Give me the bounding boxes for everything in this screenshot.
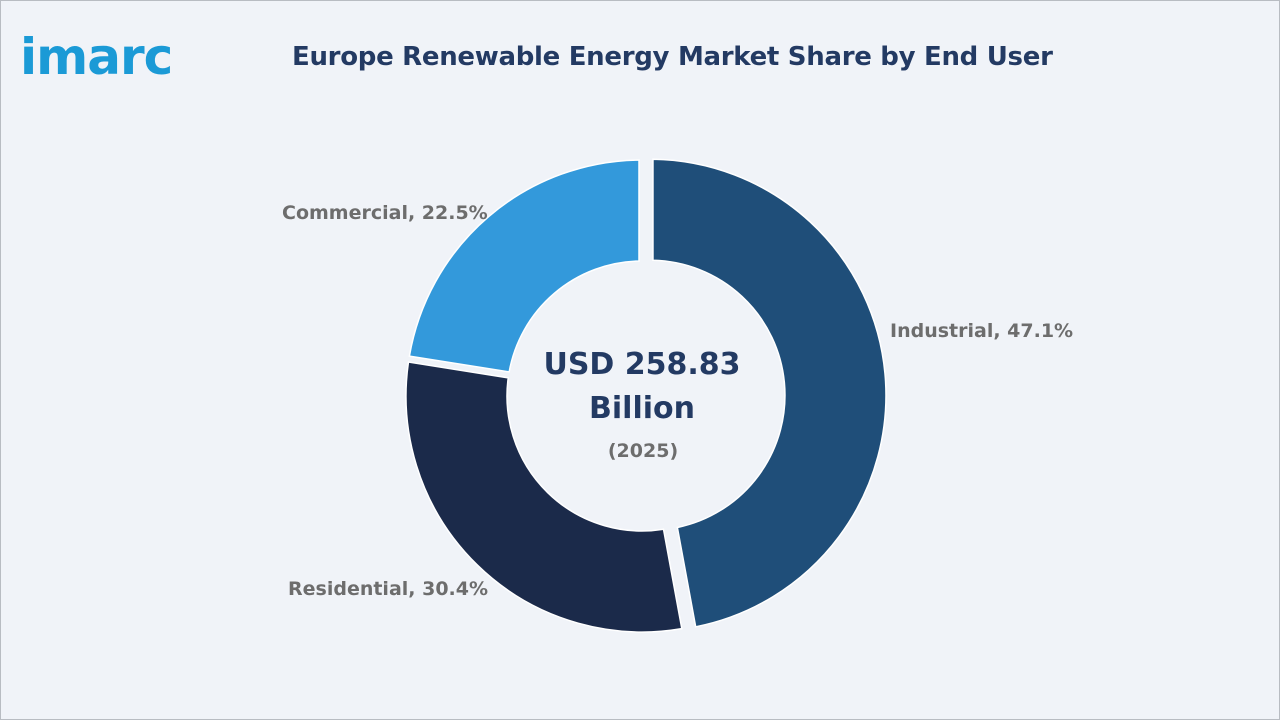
center-value-line2: Billion — [589, 391, 695, 426]
slice-commercial — [408, 159, 640, 373]
chart-title: Europe Renewable Energy Market Share by … — [292, 42, 1053, 72]
imarc-logo: imarc — [20, 28, 173, 86]
label-industrial: Industrial, 47.1% — [890, 320, 1073, 342]
logo-text: imarc — [20, 28, 172, 86]
donut-slices — [405, 158, 887, 633]
center-label: USD 258.83 Billion (2025) — [543, 347, 740, 462]
center-value-line1: USD 258.83 — [543, 347, 740, 382]
label-residential: Residential, 30.4% — [288, 578, 488, 600]
center-year: (2025) — [608, 440, 678, 462]
slice-industrial — [652, 158, 887, 628]
slice-residential — [405, 361, 683, 633]
slice-labels: Industrial, 47.1% Residential, 30.4% Comme… — [282, 202, 1073, 600]
label-commercial: Commercial, 22.5% — [282, 202, 488, 224]
